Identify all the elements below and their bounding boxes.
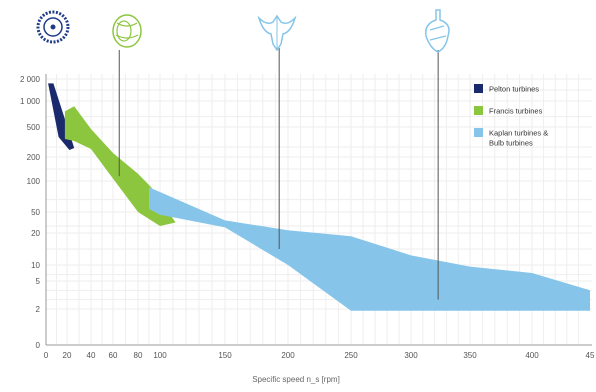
y-tick-label: 50	[31, 208, 40, 217]
francis-inner	[116, 20, 132, 42]
pelton-inner	[43, 17, 63, 37]
y-tick-label: 2 000	[20, 75, 41, 84]
x-tick-label: 200	[281, 351, 295, 360]
y-tick-label: 20	[31, 229, 40, 238]
legend-label-line: Kaplan turbines &	[489, 129, 548, 138]
x-tick-label: 250	[344, 351, 358, 360]
legend: Pelton turbines Francis turbines Kaplan tu…	[474, 84, 548, 148]
axis-layer: 0 2 5 10 20 50 100 200 500 1 000 2 000 0 20 40 60 80 100…	[20, 74, 595, 360]
turbine-icons	[36, 9, 450, 53]
x-tick-label: 350	[463, 351, 477, 360]
series-area-3	[149, 187, 590, 311]
y-tick-label: 5	[36, 277, 41, 286]
x-tick-label: 0	[44, 351, 49, 360]
legend-swatch	[474, 128, 483, 137]
y-tick-label: 500	[27, 123, 41, 132]
x-axis-title: Specific speed n_s [rpm]	[252, 375, 340, 384]
legend-swatch	[474, 106, 483, 115]
francis-runner-icon	[112, 14, 142, 48]
pelton-hub	[50, 24, 56, 30]
kaplan-outline	[257, 14, 297, 52]
legend-label: Kaplan turbines & Bulb turbines	[489, 129, 548, 148]
y-tick-label: 100	[27, 177, 41, 186]
y-tick-label: 1 000	[20, 97, 41, 106]
series-layer	[48, 83, 590, 311]
legend-label-line: Bulb turbines	[489, 139, 533, 148]
x-tick-label: 80	[134, 351, 143, 360]
x-tick-label: 300	[404, 351, 418, 360]
y-tick-label: 2	[36, 305, 41, 314]
bulb-outline	[424, 9, 450, 53]
y-tick-label: 10	[31, 261, 40, 270]
francis-outer	[112, 14, 142, 48]
legend-swatch	[474, 84, 483, 93]
legend-label-line: Francis turbines	[489, 107, 543, 116]
x-tick-label: 40	[87, 351, 96, 360]
x-tick-label: 400	[525, 351, 539, 360]
bulb-runner-icon	[424, 9, 450, 53]
y-tick-label: 200	[27, 153, 41, 162]
y-tick-label: 0	[36, 341, 41, 350]
francis-blades	[115, 22, 139, 39]
legend-label-line: Pelton turbines	[489, 85, 539, 94]
kaplan-runner-icon	[257, 14, 297, 52]
pelton-wheel-icon	[36, 10, 70, 44]
x-tick-label: 60	[109, 351, 118, 360]
x-tick-label: 20	[63, 351, 72, 360]
bulb-blades	[429, 25, 447, 41]
legend-label: Francis turbines	[489, 107, 543, 116]
pelton-outer	[36, 10, 70, 44]
marker-layer	[118, 48, 439, 300]
x-tick-label: 100	[153, 351, 167, 360]
x-tick-label: 45	[586, 351, 595, 360]
legend-label: Pelton turbines	[489, 85, 539, 94]
series-area-2	[64, 106, 176, 226]
x-tick-label: 150	[218, 351, 232, 360]
